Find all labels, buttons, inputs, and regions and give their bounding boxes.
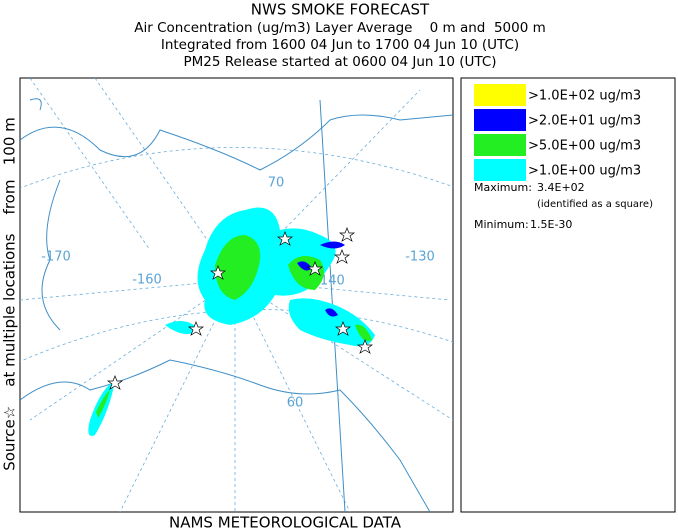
coastline [29, 98, 61, 331]
maximum-label: Maximum: [474, 181, 532, 194]
minimum-label: Minimum: [474, 218, 529, 231]
subtitle: Integrated from 1600 04 Jun to 1700 04 J… [161, 37, 519, 53]
legend-swatch [474, 134, 526, 156]
map-label: -170 [41, 250, 71, 265]
subtitle: Air Concentration (ug/m3) Layer Average … [134, 20, 546, 36]
coastline [20, 359, 431, 512]
meridian [29, 78, 151, 251]
meridian [234, 279, 351, 512]
minimum: 1.5E-30 [530, 218, 572, 231]
parallel [20, 147, 453, 189]
footer: NAMS METEOROLOGICAL DATA [169, 514, 402, 532]
legend-label: >5.0E+00 ug/m3 [528, 139, 641, 154]
map-label: 60 [287, 396, 304, 411]
legend-label: >2.0E+01 ug/m3 [528, 114, 641, 129]
legend-swatch [474, 109, 526, 131]
title: NWS SMOKE FORECAST [251, 1, 430, 19]
meridian [29, 279, 236, 421]
legend: >1.0E+02 ug/m3 >2.0E+01 ug/m3 >5.0E+00 ug/… [460, 77, 676, 513]
map-label: -130 [405, 250, 435, 265]
legend-swatch [474, 159, 526, 181]
meridian [234, 279, 453, 421]
sources [106, 227, 374, 390]
side-label: Source☆ at multiple locations from 100 m [1, 117, 19, 471]
legend-label: >1.0E+00 ug/m3 [528, 164, 641, 179]
map-label: -160 [132, 273, 162, 288]
maximum: 3.4E+02 [537, 181, 585, 194]
subtitle: PM25 Release started at 0600 04 Jun 10 (… [183, 54, 496, 70]
legend-label: >1.0E+02 ug/m3 [528, 89, 641, 104]
legend-swatch [474, 84, 526, 106]
map-label: 70 [268, 176, 285, 191]
coastline [20, 114, 453, 171]
maximum-note: (identified as a square) [537, 199, 653, 210]
